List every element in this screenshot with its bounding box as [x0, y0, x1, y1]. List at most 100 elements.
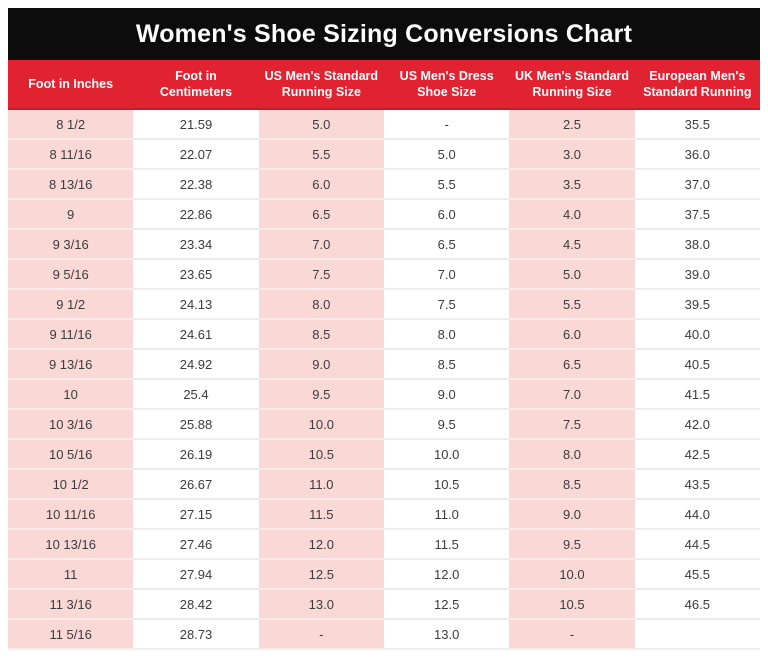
- table-cell: 39.5: [634, 290, 760, 320]
- table-cell: 11 5/16: [8, 620, 134, 650]
- table-cell: 5.0: [509, 260, 635, 290]
- table-cell: 26.19: [133, 440, 259, 470]
- table-row: 9 13/16 24.92 9.0 8.5 6.5 40.5: [8, 350, 760, 380]
- table-row: 10 13/16 27.46 12.0 11.5 9.5 44.5: [8, 530, 760, 560]
- table-cell: 5.0: [258, 110, 384, 140]
- header-cell-col-0: Foot in Inches: [28, 76, 114, 91]
- table-cell: 9: [8, 200, 134, 230]
- table-cell: 8 13/16: [8, 170, 134, 200]
- table-cell: -: [258, 620, 384, 650]
- table-cell: -: [509, 620, 635, 650]
- table-cell: 21.59: [133, 110, 259, 140]
- table-cell: 7.5: [258, 260, 384, 290]
- table-cell: 8.5: [509, 470, 635, 500]
- table-cell: 9 3/16: [8, 230, 134, 260]
- table-cell: 10.5: [384, 470, 510, 500]
- table-cell: 28.42: [133, 590, 259, 620]
- table-cell: 11.0: [258, 470, 384, 500]
- table-row: 11 5/16 28.73-13.0-: [8, 620, 760, 650]
- table-cell: 4.5: [509, 230, 635, 260]
- table-row: 10 3/16 25.88 10.0 9.5 7.5 42.0: [8, 410, 760, 440]
- table-cell: 45.5: [634, 560, 760, 590]
- table-cell: 35.5: [634, 110, 760, 140]
- table-cell: 11: [8, 560, 134, 590]
- table-cell: 7.5: [384, 290, 510, 320]
- table-cell: 7.0: [258, 230, 384, 260]
- table-cell: 10.5: [258, 440, 384, 470]
- table-cell: 5.5: [509, 290, 635, 320]
- table-cell: 6.5: [509, 350, 635, 380]
- table-row: 10 5/16 26.19 10.5 10.0 8.0 42.5: [8, 440, 760, 470]
- chart-title-bar: Women's Shoe Sizing Conversions Chart: [8, 8, 760, 60]
- table-cell: 24.92: [133, 350, 259, 380]
- table-cell: 12.0: [384, 560, 510, 590]
- table-cell: 5.5: [258, 140, 384, 170]
- table-cell: 6.5: [384, 230, 510, 260]
- table-row: 10 11/16 27.15 11.5 11.0 9.0 44.0: [8, 500, 760, 530]
- table-cell: 22.86: [133, 200, 259, 230]
- table-cell: 9 5/16: [8, 260, 134, 290]
- table-row: 8 11/16 22.07 5.5 5.0 3.0 36.0: [8, 140, 760, 170]
- table-cell: 11.5: [384, 530, 510, 560]
- table-cell: 8 1/2: [8, 110, 134, 140]
- table-row: 9 5/16 23.65 7.5 7.0 5.0 39.0: [8, 260, 760, 290]
- table-cell: 7.5: [509, 410, 635, 440]
- table-cell: 8.5: [384, 350, 510, 380]
- table-cell: 6.0: [384, 200, 510, 230]
- table-cell: 42.0: [634, 410, 760, 440]
- table-cell: 10.0: [384, 440, 510, 470]
- table-cell: 10 5/16: [8, 440, 134, 470]
- table-cell: 3.5: [509, 170, 635, 200]
- table-cell: 9.5: [509, 530, 635, 560]
- table-cell: 23.34: [133, 230, 259, 260]
- table-row: 10 1/2 26.67 11.0 10.5 8.5 43.5: [8, 470, 760, 500]
- table-cell: 25.88: [133, 410, 259, 440]
- table-cell: 10: [8, 380, 134, 410]
- table-body: 8 1/2 21.59 5.0-2.5 35.5 8 11/16 22.07 5.5 5.0 3…: [8, 110, 760, 650]
- table-cell: 40.0: [634, 320, 760, 350]
- table-cell: 12.5: [384, 590, 510, 620]
- table-row: 11 27.94 12.5 12.0 10.0 45.5: [8, 560, 760, 590]
- table-cell: 11 3/16: [8, 590, 134, 620]
- page-title: Women's Shoe Sizing Conversions Chart: [135, 19, 633, 48]
- table-row: 9 22.86 6.5 6.0 4.0 37.5: [8, 200, 760, 230]
- shoe-size-conversion-chart: Women's Shoe Sizing Conversions Chart Fo…: [8, 8, 760, 650]
- table-cell: 8 11/16: [8, 140, 134, 170]
- table-row: 8 1/2 21.59 5.0-2.5 35.5: [8, 110, 760, 140]
- table-cell: 40.5: [634, 350, 760, 380]
- table-cell: 27.15: [133, 500, 259, 530]
- table-cell: 10.0: [509, 560, 635, 590]
- table-cell: 5.5: [384, 170, 510, 200]
- table-cell: 37.5: [634, 200, 760, 230]
- header-cell-col-2: US Men's Standard Running Size: [264, 68, 379, 99]
- header-cell-col-4: UK Men's Standard Running Size: [514, 68, 630, 99]
- table-cell: 24.13: [133, 290, 259, 320]
- conversion-table: Foot in Inches Foot in Centimeters US Men'…: [8, 60, 760, 650]
- table-cell: 8.5: [258, 320, 384, 350]
- table-cell: 38.0: [634, 230, 760, 260]
- table-cell: 41.5: [634, 380, 760, 410]
- table-header-row: Foot in Inches Foot in Centimeters US Men'…: [8, 60, 760, 110]
- table-cell: 10 13/16: [8, 530, 134, 560]
- table-cell: 39.0: [634, 260, 760, 290]
- table-cell: 10 1/2: [8, 470, 134, 500]
- table-cell: 8.0: [258, 290, 384, 320]
- table-cell: 2.5: [509, 110, 635, 140]
- table-cell: 7.0: [384, 260, 510, 290]
- table-cell: 28.73: [133, 620, 259, 650]
- table-cell: 3.0: [509, 140, 635, 170]
- table-cell: 7.0: [509, 380, 635, 410]
- table-row: 8 13/16 22.38 6.0 5.5 3.5 37.0: [8, 170, 760, 200]
- table-cell: 9.5: [258, 380, 384, 410]
- table-cell: 44.5: [634, 530, 760, 560]
- table-cell: 42.5: [634, 440, 760, 470]
- table-cell: 9.0: [384, 380, 510, 410]
- table-cell: 37.0: [634, 170, 760, 200]
- table-cell: 13.0: [384, 620, 510, 650]
- table-cell: 22.38: [133, 170, 259, 200]
- table-row: 10 25.4 9.5 9.0 7.0 41.5: [8, 380, 760, 410]
- table-cell: 26.67: [133, 470, 259, 500]
- table-cell: 22.07: [133, 140, 259, 170]
- table-cell: 9.0: [509, 500, 635, 530]
- table-cell: 36.0: [634, 140, 760, 170]
